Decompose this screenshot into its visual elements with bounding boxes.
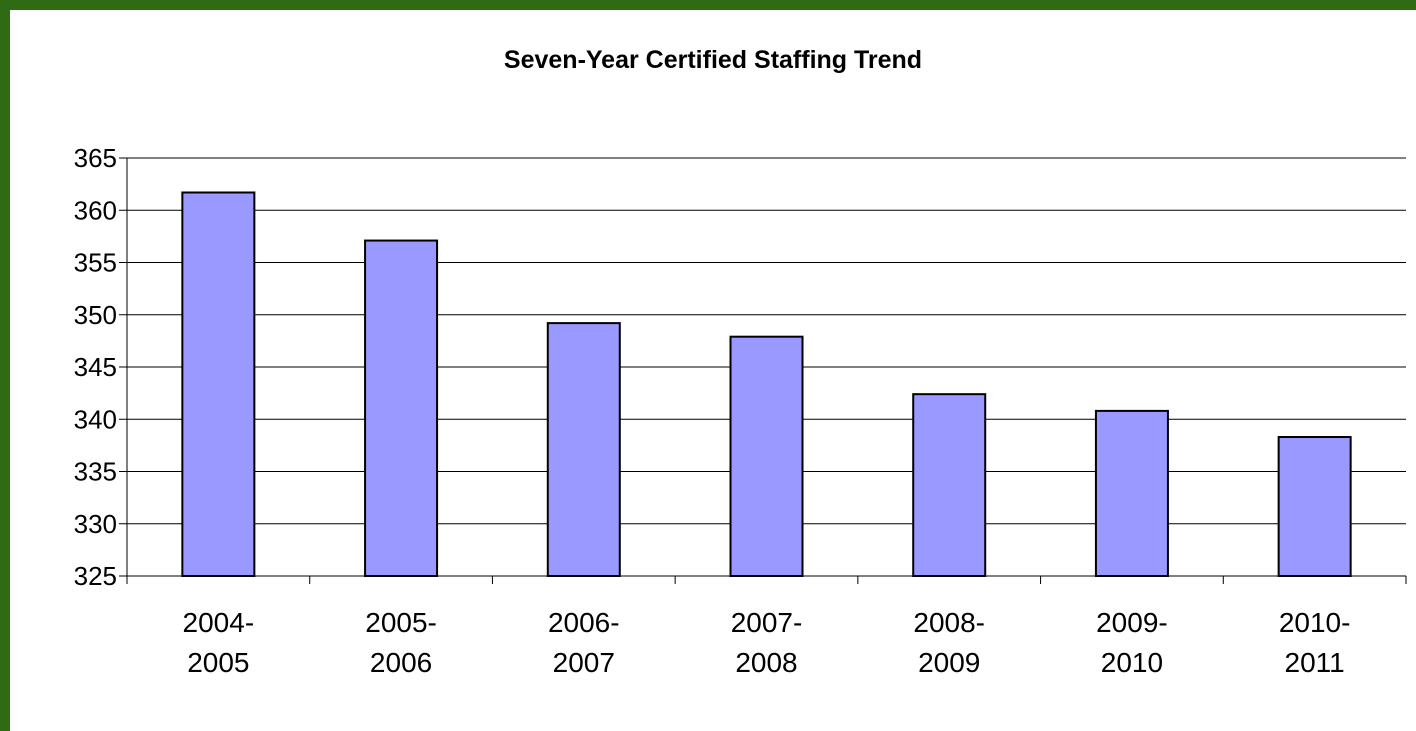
x-category-label: 2004- [183, 607, 255, 638]
y-tick-label: 335 [74, 457, 117, 487]
bar [364, 239, 439, 577]
x-category-label: 2006- [548, 607, 620, 638]
x-category-label: 2008- [913, 607, 985, 638]
x-category-label: 2007- [731, 607, 803, 638]
bar [912, 393, 987, 578]
x-category-label: 2007 [553, 647, 615, 678]
bar [1094, 409, 1169, 578]
x-category-label: 2011 [1285, 647, 1345, 678]
y-tick-label: 345 [74, 352, 117, 382]
y-tick-label: 365 [74, 143, 117, 173]
chart-frame: Seven-Year Certified Staffing Trend 365 3… [10, 10, 1416, 731]
x-category-label: 2009- [1096, 607, 1168, 638]
bar [1277, 436, 1352, 578]
bar [729, 335, 804, 577]
x-category-label: 2010- [1279, 607, 1351, 638]
x-category-label: 2005 [187, 647, 249, 678]
x-category-label: 2009 [918, 647, 980, 678]
bar-chart: 365 360 355 350 345 340 335 330 325 2004- 2005 2005… [74, 143, 1407, 678]
y-tick-label: 325 [74, 561, 117, 591]
chart-title: Seven-Year Certified Staffing Trend [503, 46, 923, 74]
y-tick-label: 340 [74, 404, 117, 434]
x-category-label: 2005- [365, 607, 437, 638]
y-tick-label: 350 [74, 300, 117, 330]
x-category-label: 2008 [735, 647, 797, 678]
x-category-label: 2010 [1101, 647, 1163, 678]
y-tick-label: 355 [74, 248, 117, 278]
bar [181, 191, 256, 578]
bar [546, 322, 621, 577]
y-tick-label: 330 [74, 509, 117, 539]
x-category-label: 2006 [370, 647, 432, 678]
y-tick-label: 360 [74, 195, 117, 225]
